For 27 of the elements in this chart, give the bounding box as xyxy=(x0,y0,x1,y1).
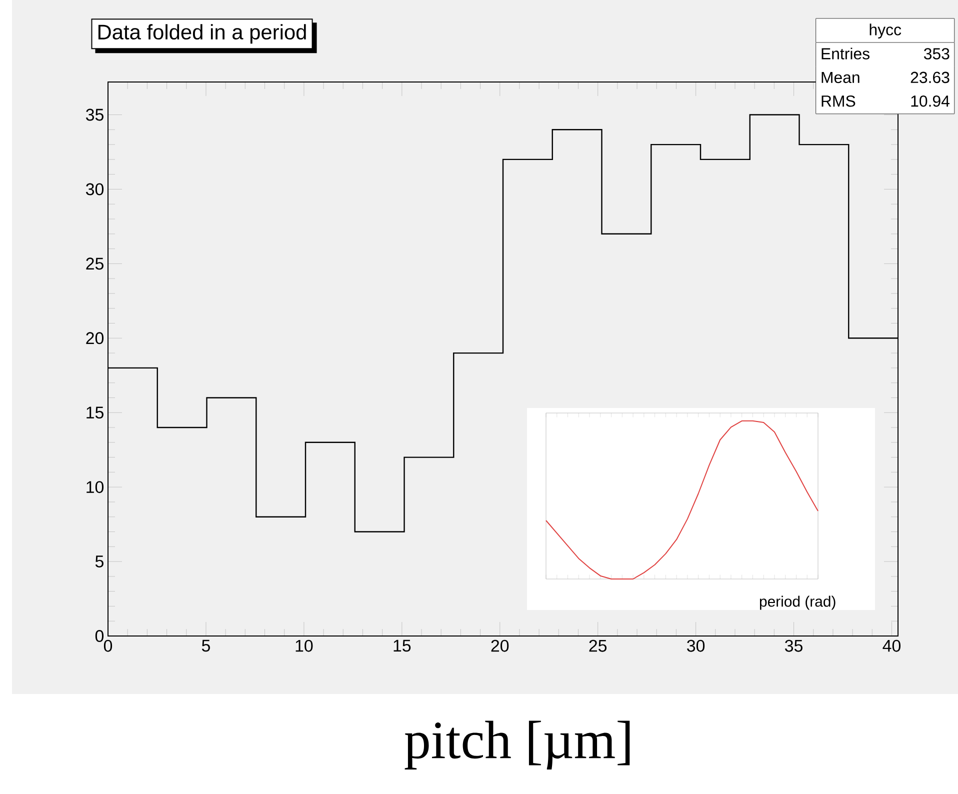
text: 10.94 xyxy=(911,95,950,107)
x-axis-title: period (rad) xyxy=(760,596,836,610)
y-tick-label: 25 xyxy=(86,258,104,270)
x-tick-label: 35 xyxy=(784,640,802,652)
x-tick-label: 20 xyxy=(491,640,509,652)
text: 353 xyxy=(924,48,950,60)
text: hycc xyxy=(870,24,902,39)
y-tick-label: 20 xyxy=(86,332,104,344)
annotation: Mean xyxy=(822,72,860,84)
x-tick-label: 10 xyxy=(296,640,313,652)
x-tick-label: 40 xyxy=(882,640,901,652)
x-tick-label: 5 xyxy=(202,640,210,652)
y-tick-label: 5 xyxy=(95,556,104,568)
y-tick-label: 35 xyxy=(86,108,104,121)
y-tick-label: 10 xyxy=(86,481,104,494)
text: 23.63 xyxy=(910,72,950,84)
x-tick-label: 15 xyxy=(394,640,411,652)
y-tick-label: 30 xyxy=(86,183,104,196)
y-tick-label: 0 xyxy=(95,630,104,642)
y-tick-label: 15 xyxy=(86,406,104,419)
text: Entries xyxy=(822,48,870,60)
x-tick-label: 30 xyxy=(687,640,705,652)
chart-title: Data folded in a period xyxy=(98,24,306,44)
x-tick-label: 0 xyxy=(104,640,112,652)
x-axis-title: pitch [µm] xyxy=(404,720,630,770)
annotation: RMS xyxy=(822,95,856,107)
x-tick-label: 25 xyxy=(589,640,607,652)
